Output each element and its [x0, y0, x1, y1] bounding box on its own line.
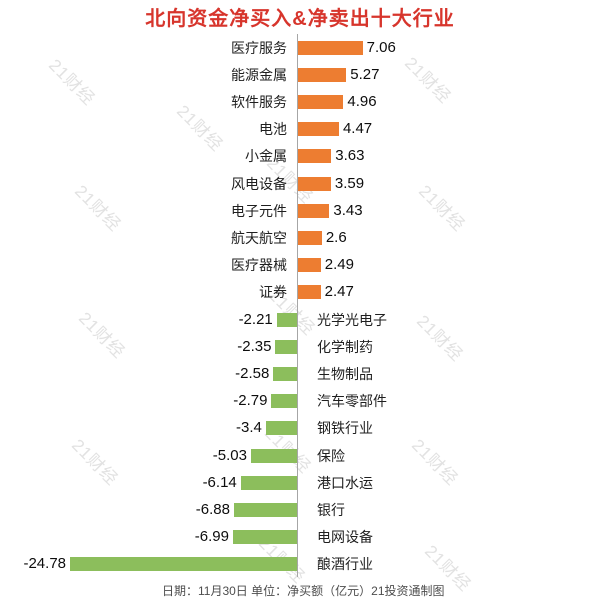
category-label: 钢铁行业 — [317, 420, 373, 437]
category-label: 能源金属 — [231, 66, 287, 83]
value-label: 5.27 — [350, 65, 380, 83]
bar-positive — [298, 122, 339, 137]
category-label: 电子元件 — [231, 202, 287, 219]
category-label: 光学光电子 — [317, 311, 387, 328]
value-label: 2.49 — [324, 256, 354, 274]
category-label: 证券 — [259, 284, 287, 301]
value-label: -2.21 — [238, 310, 273, 328]
value-label: -6.99 — [194, 528, 229, 546]
value-label: -2.35 — [237, 337, 272, 355]
bar-positive — [298, 67, 347, 82]
category-label: 医疗器械 — [231, 257, 287, 274]
category-label: 港口水运 — [317, 474, 373, 491]
category-label: 航天航空 — [231, 229, 287, 246]
watermark-text: 21财经 — [173, 101, 227, 156]
watermark-text: 21财经 — [71, 181, 125, 236]
bar-negative — [70, 557, 297, 572]
category-label: 汽车零部件 — [317, 393, 387, 410]
bar-positive — [298, 230, 322, 245]
category-label: 酿酒行业 — [317, 556, 373, 573]
category-label: 软件服务 — [231, 93, 287, 110]
bar-negative — [275, 339, 297, 354]
bar-negative — [271, 394, 297, 409]
bar-negative — [232, 530, 297, 545]
value-label: 4.96 — [347, 92, 377, 110]
category-label: 银行 — [317, 501, 345, 518]
bar-positive — [298, 203, 330, 218]
value-label: 2.47 — [324, 283, 354, 301]
category-label: 化学制药 — [317, 338, 373, 355]
category-label: 风电设备 — [231, 175, 287, 192]
value-label: -3.4 — [236, 419, 262, 437]
watermark-text: 21财经 — [75, 308, 129, 363]
category-label: 保险 — [317, 447, 345, 464]
value-label: -6.14 — [202, 473, 237, 491]
bar-negative — [276, 312, 297, 327]
category-label: 电网设备 — [317, 529, 373, 546]
category-label: 生物制品 — [317, 365, 373, 382]
zero-axis-line — [297, 34, 298, 577]
bar-negative — [240, 475, 297, 490]
bar-negative — [250, 448, 297, 463]
bar-positive — [298, 176, 331, 191]
chart-title: 北向资金净买入&净卖出十大行业 — [145, 8, 455, 30]
category-label: 小金属 — [245, 148, 287, 165]
watermark-text: 21财经 — [68, 435, 122, 490]
value-label: -6.88 — [195, 500, 230, 518]
value-label: 3.59 — [334, 174, 365, 192]
bar-positive — [298, 285, 321, 300]
bar-positive — [298, 40, 363, 55]
value-label: 7.06 — [366, 38, 396, 56]
watermark-text: 21财经 — [413, 311, 467, 366]
bar-negative — [273, 366, 297, 381]
footer-note: 日期：11月30日 单位：净买额（亿元）21投资通制图 — [162, 584, 445, 598]
bar-negative — [233, 502, 297, 517]
bar-positive — [298, 94, 344, 109]
watermark-text: 21财经 — [415, 181, 469, 236]
value-label: -24.78 — [23, 555, 67, 573]
watermark-text: 21财经 — [45, 55, 99, 110]
value-label: 3.43 — [333, 201, 363, 219]
watermark-text: 21财经 — [408, 435, 462, 490]
bar-positive — [298, 149, 332, 164]
watermark-text: 21财经 — [401, 53, 455, 108]
value-label: -2.79 — [233, 392, 268, 410]
bar-negative — [265, 421, 297, 436]
value-label: 3.63 — [335, 147, 365, 165]
category-label: 电池 — [259, 121, 287, 138]
value-label: 4.47 — [342, 120, 373, 138]
value-label: -5.03 — [212, 446, 247, 464]
value-label: -2.58 — [235, 364, 270, 382]
bar-positive — [298, 258, 321, 273]
value-label: 2.6 — [325, 228, 347, 246]
category-label: 医疗服务 — [231, 39, 287, 56]
